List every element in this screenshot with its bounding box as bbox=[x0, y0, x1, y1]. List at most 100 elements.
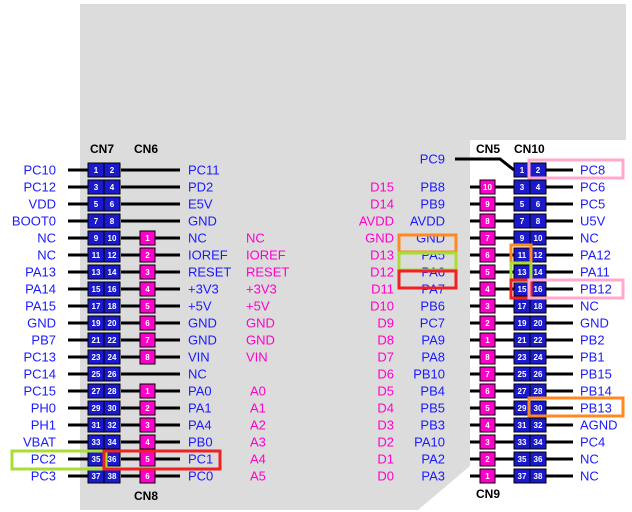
cn6-pin-box bbox=[139, 298, 156, 314]
cn8-pin-box bbox=[139, 400, 156, 416]
cn7-pin-odd: 25 bbox=[92, 370, 101, 379]
cn5-label: D8 bbox=[377, 333, 394, 348]
cn10-pin-odd: 35 bbox=[518, 455, 527, 464]
cn7-pin-even: 4 bbox=[110, 183, 115, 192]
cn5-pin: 3 bbox=[485, 302, 490, 311]
cn10-right-label: PA12 bbox=[580, 248, 611, 263]
cn7-right-label: GND bbox=[188, 316, 217, 331]
cn9-label: D7 bbox=[377, 350, 394, 365]
cn10-left-label: GND bbox=[416, 231, 445, 246]
cn7-pin-odd: 33 bbox=[92, 438, 101, 447]
cn6-pin-box bbox=[139, 230, 156, 246]
cn7-right-label: VIN bbox=[188, 350, 210, 365]
cn5-pin: 1 bbox=[485, 336, 490, 345]
cn6-pin-box bbox=[139, 247, 156, 263]
cn10-pin-odd: 21 bbox=[518, 336, 527, 345]
cn6-pin: 6 bbox=[145, 319, 150, 328]
cn7-left-label: PH1 bbox=[31, 418, 56, 433]
cn7-pin-odd: 17 bbox=[92, 302, 101, 311]
cn7-left-label: PC12 bbox=[23, 180, 56, 195]
cn7-right-label: NC bbox=[188, 231, 207, 246]
cn7-left-label: PC15 bbox=[23, 384, 56, 399]
cn5-label: D10 bbox=[370, 299, 394, 314]
cn7-pin-odd: 11 bbox=[92, 251, 101, 260]
cn7-pin-even-box bbox=[103, 434, 121, 450]
cn10-pin-odd: 27 bbox=[518, 387, 527, 396]
cn7-right-label: PA4 bbox=[188, 418, 212, 433]
cn8-label: A3 bbox=[250, 435, 266, 450]
cn5-label: D13 bbox=[370, 248, 394, 263]
cn10-left-label: PA2 bbox=[421, 452, 445, 467]
cn6-pin-box bbox=[139, 264, 156, 280]
cn9-label: D3 bbox=[377, 418, 394, 433]
cn8-pin-box bbox=[139, 417, 156, 433]
cn7-pin-odd: 37 bbox=[92, 472, 101, 481]
cn10-pin-even: 14 bbox=[534, 268, 543, 277]
cn8-pin: 1 bbox=[145, 387, 150, 396]
cn7-pin-odd: 23 bbox=[92, 353, 101, 362]
cn9-pin: 2 bbox=[485, 455, 490, 464]
cn7-left-label: PC3 bbox=[31, 469, 56, 484]
cn10-right-label: PC6 bbox=[580, 180, 605, 195]
cn7-right-label: IOREF bbox=[188, 248, 228, 263]
cn10-pin-odd: 33 bbox=[518, 438, 527, 447]
cn10-left-label: PB6 bbox=[420, 299, 445, 314]
cn7-left-label: PH0 bbox=[31, 401, 56, 416]
cn7-pin-even-box bbox=[103, 366, 121, 382]
cn5-label: D9 bbox=[377, 316, 394, 331]
cn9-label: D1 bbox=[377, 452, 394, 467]
cn10-pin-even: 18 bbox=[534, 302, 543, 311]
cn7-pin-even: 6 bbox=[110, 200, 115, 209]
cn7-right-label: GND bbox=[188, 214, 217, 229]
cn9-label: D2 bbox=[377, 435, 394, 450]
cn7-pin-even: 2 bbox=[110, 166, 115, 175]
cn7-pin-odd: 1 bbox=[94, 166, 99, 175]
cn10-pin-even: 28 bbox=[534, 387, 543, 396]
cn10-right-label: PC4 bbox=[580, 435, 605, 450]
cn10-pin-odd: 3 bbox=[520, 183, 525, 192]
cn10-pc9-lead bbox=[455, 157, 515, 172]
cn10-pin-even: 36 bbox=[534, 455, 543, 464]
cn7-pin-even-box bbox=[103, 281, 121, 297]
cn7-left-label: PA14 bbox=[25, 282, 56, 297]
cn7-right-label: PB0 bbox=[188, 435, 213, 450]
cn10-left-label: PA10 bbox=[414, 435, 445, 450]
cn7-pin-even: 36 bbox=[108, 455, 117, 464]
cn10-right-label: PB14 bbox=[580, 384, 612, 399]
cn10-pin-even-box bbox=[529, 417, 547, 433]
cn8-label: A4 bbox=[250, 452, 266, 467]
cn7-pin-even-box bbox=[103, 349, 121, 365]
cn9-header: CN9 bbox=[476, 487, 500, 501]
cn10-left-label: PB8 bbox=[420, 180, 445, 195]
cn10-pin-even: 24 bbox=[534, 353, 543, 362]
cn9-label: D6 bbox=[377, 367, 394, 382]
cn7-left-label: GND bbox=[27, 316, 56, 331]
cn7-pin-even-box bbox=[103, 264, 121, 280]
cn10-right-label: NC bbox=[580, 231, 599, 246]
cn10-pin-even: 26 bbox=[534, 370, 543, 379]
cn10-left-label: PA5 bbox=[421, 248, 445, 263]
cn10-pin-even-box bbox=[529, 196, 547, 212]
cn10-left-label: PB3 bbox=[420, 418, 445, 433]
cn10-pin-even-box bbox=[529, 451, 547, 467]
cn10-pin-odd: 29 bbox=[518, 404, 527, 413]
cn8-pin: 2 bbox=[145, 404, 150, 413]
cn9-pin: 7 bbox=[485, 370, 490, 379]
cn6-header: CN6 bbox=[134, 142, 158, 156]
cn5-pin: 5 bbox=[485, 268, 490, 277]
cn7-pin-even-box bbox=[103, 196, 121, 212]
cn7-right-label: GND bbox=[188, 333, 217, 348]
cn10-left-label: PB4 bbox=[420, 384, 445, 399]
cn7-pin-even-box bbox=[103, 332, 121, 348]
cn10-pin-even: 34 bbox=[534, 438, 543, 447]
cn7-pin-even-box bbox=[103, 213, 121, 229]
cn10-pin-odd: 19 bbox=[518, 319, 527, 328]
cn10-pin-odd: 31 bbox=[518, 421, 527, 430]
cn5-pin: 6 bbox=[485, 251, 490, 260]
cn6-pin: 8 bbox=[145, 353, 150, 362]
cn6-label: +3V3 bbox=[246, 282, 277, 297]
cn7-pin-even: 22 bbox=[108, 336, 117, 345]
cn5-pin: 10 bbox=[483, 183, 492, 192]
cn5-pin-box bbox=[479, 264, 496, 280]
cn6-label: VIN bbox=[246, 350, 268, 365]
